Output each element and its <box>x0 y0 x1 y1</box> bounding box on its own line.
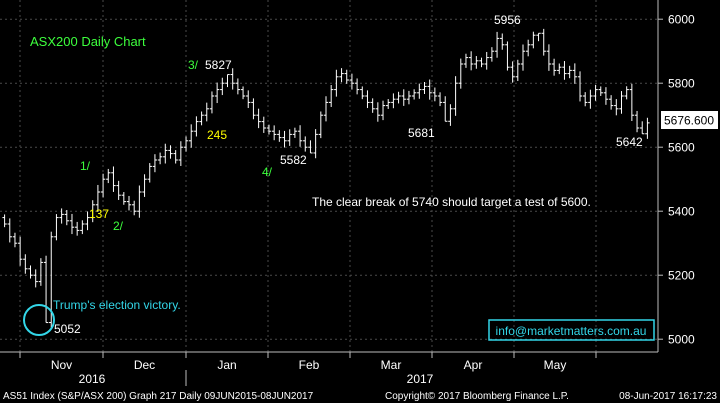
points-245-label: 245 <box>207 128 227 142</box>
year-label: 2017 <box>407 372 434 386</box>
footer-left: AS51 Index (S&P/ASX 200) Graph 217 Daily… <box>3 391 314 402</box>
trump-election-label: Trump's election victory. <box>53 298 181 312</box>
y-tick-label: 5200 <box>668 269 695 283</box>
month-label: Apr <box>464 358 483 372</box>
wave3-label: 3/ <box>188 58 199 72</box>
points-137-label: 137 <box>89 207 109 221</box>
footer-center: Copyright© 2017 Bloomberg Finance L.P. <box>385 391 569 402</box>
month-label: Dec <box>134 358 155 372</box>
y-axis-ticks: 5000 5200 5400 5600 5800 6000 <box>658 13 695 347</box>
wave1-label: 1/ <box>80 159 91 173</box>
high-5956-label: 5956 <box>494 13 521 27</box>
y-tick-label: 6000 <box>668 13 695 27</box>
y-tick-label: 5400 <box>668 205 695 219</box>
month-label: Jan <box>217 358 236 372</box>
price-bars <box>2 28 650 328</box>
high-5827-label: 5827 <box>205 58 232 72</box>
trump-low-circle <box>23 304 55 336</box>
month-label: Mar <box>381 358 402 372</box>
chart-title: ASX200 Daily Chart <box>30 34 146 49</box>
low-5642-label: 5642 <box>616 135 643 149</box>
footer-right: 08-Jun-2017 16:17:23 <box>619 391 717 402</box>
x-axis-ticks: Nov Dec Jan Feb Mar Apr May 2016 2017 <box>19 352 597 386</box>
wave2-label: 2/ <box>113 219 124 233</box>
footer-bar <box>0 386 720 403</box>
low-5681-label: 5681 <box>408 126 435 140</box>
year-label: 2016 <box>79 372 106 386</box>
low-5582-label: 5582 <box>280 153 307 167</box>
last-price-box <box>661 111 718 129</box>
wave4-label: 4/ <box>262 165 273 179</box>
month-label: Feb <box>299 358 320 372</box>
website-label: info@marketmatters.com.au <box>496 324 647 338</box>
month-label: May <box>544 358 567 372</box>
low-5052-label: 5052 <box>54 322 81 336</box>
month-label: Nov <box>51 358 72 372</box>
last-price-label: 5676.600 <box>664 114 714 128</box>
y-tick-label: 5800 <box>668 77 695 91</box>
website-box <box>488 319 655 341</box>
y-tick-label: 5600 <box>668 141 695 155</box>
y-tick-label: 5000 <box>668 333 695 347</box>
comment-label: The clear break of 5740 should target a … <box>312 195 591 209</box>
